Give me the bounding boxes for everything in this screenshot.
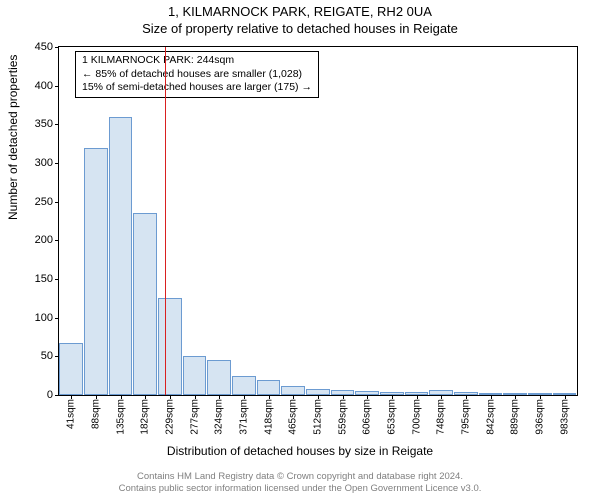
y-tick-mark [55,202,59,203]
chart-container: 1, KILMARNOCK PARK, REIGATE, RH2 0UA Siz… [0,0,600,500]
y-tick-mark [55,240,59,241]
x-tick-label: 182sqm [140,399,151,435]
annotation-line: 15% of semi-detached houses are larger (… [82,81,312,95]
x-tick-label: 795sqm [461,399,472,435]
histogram-bar [232,376,256,395]
footer-line1: Contains HM Land Registry data © Crown c… [0,471,600,482]
x-tick-label: 842sqm [485,399,496,435]
histogram-bar [158,298,182,395]
x-tick-label: 653sqm [387,399,398,435]
y-tick-mark [55,86,59,87]
y-tick-mark [55,47,59,48]
y-tick-mark [55,356,59,357]
x-tick-label: 135sqm [115,399,126,435]
x-tick-label: 371sqm [239,399,250,435]
y-tick-mark [55,124,59,125]
x-tick-label: 229sqm [165,399,176,435]
histogram-bar [84,148,108,395]
x-tick-label: 559sqm [337,399,348,435]
reference-line [165,47,166,395]
x-tick-label: 606sqm [362,399,373,435]
y-tick-mark [55,318,59,319]
x-tick-label: 700sqm [411,399,422,435]
footer-attribution: Contains HM Land Registry data © Crown c… [0,471,600,494]
x-tick-label: 324sqm [214,399,225,435]
histogram-bar [281,386,305,395]
x-tick-label: 465sqm [288,399,299,435]
y-tick-mark [55,279,59,280]
histogram-bar [183,356,207,395]
title-sub: Size of property relative to detached ho… [0,19,600,36]
histogram-bar [257,380,281,395]
x-tick-label: 418sqm [263,399,274,435]
histogram-bar [109,117,133,395]
x-tick-label: 748sqm [436,399,447,435]
histogram-bar [207,360,231,395]
x-tick-label: 889sqm [510,399,521,435]
y-tick-mark [55,163,59,164]
histogram-bar [133,213,157,395]
x-tick-label: 983sqm [559,399,570,435]
title-main: 1, KILMARNOCK PARK, REIGATE, RH2 0UA [0,0,600,19]
y-tick-mark [55,395,59,396]
x-tick-label: 41sqm [66,399,77,429]
histogram-bar [59,343,83,395]
annotation-line: ← 85% of detached houses are smaller (1,… [82,68,312,82]
annotation-line: 1 KILMARNOCK PARK: 244sqm [82,54,312,68]
y-axis-label: Number of detached properties [6,55,20,220]
x-tick-label: 936sqm [535,399,546,435]
x-axis-label: Distribution of detached houses by size … [0,444,600,458]
x-tick-label: 277sqm [189,399,200,435]
plot-area: 1 KILMARNOCK PARK: 244sqm← 85% of detach… [58,46,578,396]
footer-line2: Contains public sector information licen… [0,483,600,494]
annotation-box: 1 KILMARNOCK PARK: 244sqm← 85% of detach… [75,51,319,98]
x-tick-label: 88sqm [91,399,102,429]
x-tick-label: 512sqm [313,399,324,435]
